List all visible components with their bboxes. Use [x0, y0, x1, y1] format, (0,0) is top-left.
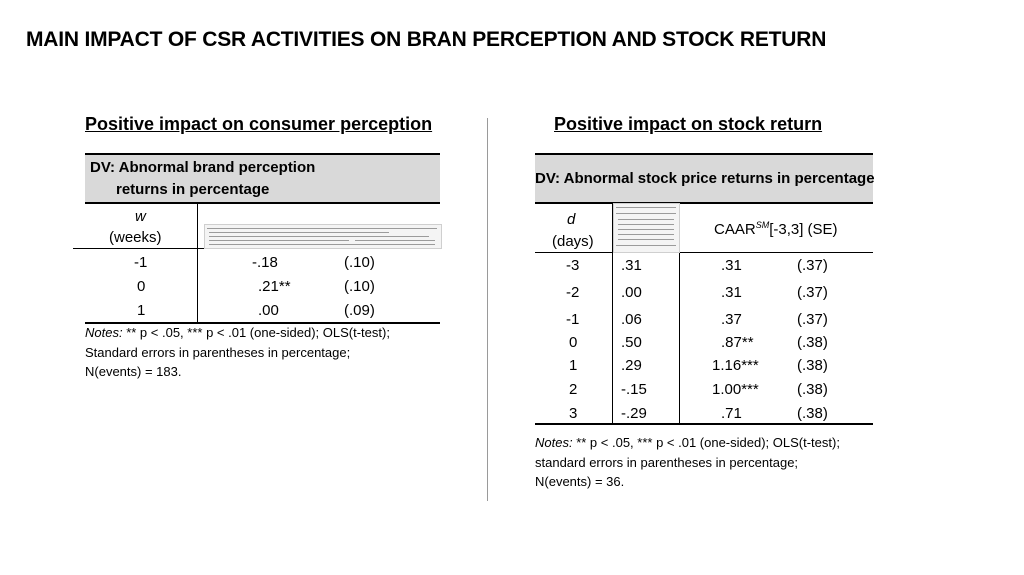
right-row2-se: (.37): [797, 284, 828, 301]
right-row7-se: (.38): [797, 405, 828, 422]
left-notes-line2: Standard errors in parentheses in percen…: [85, 345, 351, 360]
right-row5-se: (.38): [797, 357, 828, 374]
right-panel-heading: Positive impact on stock return: [554, 114, 823, 134]
right-row2-caar: .31: [721, 284, 742, 301]
left-row3-se: (.09): [344, 302, 375, 319]
right-row6-d: 2: [569, 381, 578, 398]
right-row7-caar: .71: [721, 405, 742, 422]
left-row2-estimate: .21**: [258, 278, 291, 295]
left-table-header-line1: DV: Abnormal brand perception: [90, 159, 316, 176]
left-table-header-rule: [85, 202, 440, 204]
right-table-subheader-rule: [535, 252, 873, 253]
left-col-unit: (weeks): [109, 229, 162, 246]
caar-column-header: CAARSM[-3,3] (SE): [714, 220, 838, 238]
right-row3-se: (.37): [797, 311, 828, 328]
embedded-table-thumbnail-2: [613, 203, 680, 253]
right-row4-ar: .50: [621, 334, 642, 351]
left-row3-w: 1: [137, 302, 146, 319]
right-notes-line1: Notes: ** p < .05, *** p < .01 (one-side…: [535, 435, 840, 450]
embedded-table-thumbnail: [204, 224, 442, 249]
right-table-column-rule-2: [679, 203, 680, 423]
left-table-top-rule: [85, 153, 440, 155]
right-row3-ar: .06: [621, 311, 642, 328]
right-col-unit: (days): [552, 233, 594, 250]
left-col-symbol: w: [135, 208, 146, 225]
panel-divider: [487, 118, 488, 501]
right-row5-ar: .29: [621, 357, 642, 374]
left-row2-w: 0: [137, 278, 146, 295]
right-table-column-rule-1: [612, 203, 613, 423]
left-panel-heading: Positive impact on consumer perception: [85, 114, 433, 134]
right-row4-d: 0: [569, 334, 578, 351]
left-notes-line1: Notes: ** p < .05, *** p < .01 (one-side…: [85, 325, 390, 340]
right-row1-caar: .31: [721, 257, 742, 274]
right-notes-line2: standard errors in parentheses in percen…: [535, 455, 799, 470]
right-row2-d: -2: [566, 284, 580, 301]
left-table-bottom-rule: [85, 322, 440, 324]
left-table-header-line2: returns in percentage: [116, 181, 270, 198]
right-row4-se: (.38): [797, 334, 828, 351]
right-row3-caar: .37: [721, 311, 742, 328]
right-row1-ar: .31: [621, 257, 642, 274]
right-table-header: DV: Abnormal stock price returns in perc…: [535, 170, 875, 187]
slide-title: MAIN IMPACT OF CSR ACTIVITIES ON BRAN PE…: [26, 28, 827, 51]
right-notes-line3: N(events) = 36.: [535, 474, 625, 489]
right-row5-d: 1: [569, 357, 578, 374]
left-row1-se: (.10): [344, 254, 375, 271]
right-col-symbol: d: [567, 211, 576, 228]
right-row6-se: (.38): [797, 381, 828, 398]
left-row3-estimate: .00: [258, 302, 279, 319]
left-row1-w: -1: [134, 254, 148, 271]
right-row2-ar: .00: [621, 284, 642, 301]
right-row6-caar: 1.00***: [712, 381, 759, 398]
right-table-header-rule: [535, 202, 873, 204]
right-row3-d: -1: [566, 311, 580, 328]
right-row7-ar: -.29: [621, 405, 647, 422]
left-row1-estimate: -.18: [252, 254, 278, 271]
left-table-column-rule: [197, 203, 198, 322]
left-table-header-box: [85, 154, 440, 202]
left-notes-line3: N(events) = 183.: [85, 364, 182, 379]
right-row5-caar: 1.16***: [712, 357, 759, 374]
right-row4-caar: .87**: [721, 334, 754, 351]
right-table-top-rule: [535, 153, 873, 155]
right-table-bottom-rule: [535, 423, 873, 425]
right-row6-ar: -.15: [621, 381, 647, 398]
right-row1-se: (.37): [797, 257, 828, 274]
right-table-header-box: [535, 154, 873, 202]
left-row2-se: (.10): [344, 278, 375, 295]
right-row7-d: 3: [569, 405, 578, 422]
right-row1-d: -3: [566, 257, 580, 274]
